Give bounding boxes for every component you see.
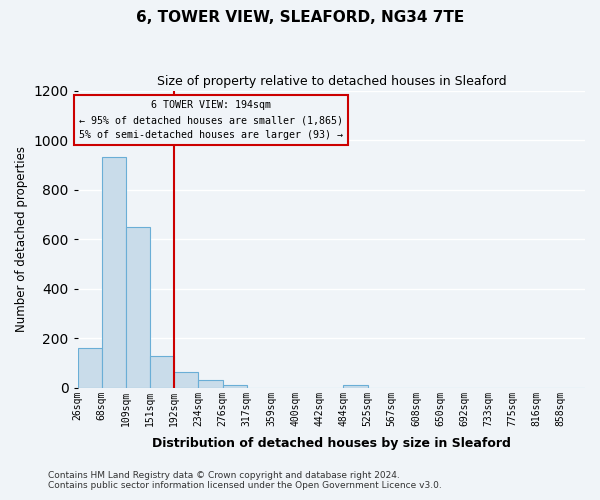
Text: 6 TOWER VIEW: 194sqm
← 95% of detached houses are smaller (1,865)
5% of semi-det: 6 TOWER VIEW: 194sqm ← 95% of detached h… xyxy=(79,100,343,140)
Bar xyxy=(199,380,223,388)
Bar xyxy=(343,384,368,388)
X-axis label: Distribution of detached houses by size in Sleaford: Distribution of detached houses by size … xyxy=(152,437,511,450)
Text: 6, TOWER VIEW, SLEAFORD, NG34 7TE: 6, TOWER VIEW, SLEAFORD, NG34 7TE xyxy=(136,10,464,25)
Bar xyxy=(78,348,102,388)
Title: Size of property relative to detached houses in Sleaford: Size of property relative to detached ho… xyxy=(157,75,506,88)
Bar xyxy=(126,227,150,388)
Text: Contains HM Land Registry data © Crown copyright and database right 2024.
Contai: Contains HM Land Registry data © Crown c… xyxy=(48,470,442,490)
Bar xyxy=(102,158,126,388)
Bar xyxy=(175,372,199,388)
Bar xyxy=(150,356,175,388)
Bar xyxy=(223,384,247,388)
Y-axis label: Number of detached properties: Number of detached properties xyxy=(15,146,28,332)
